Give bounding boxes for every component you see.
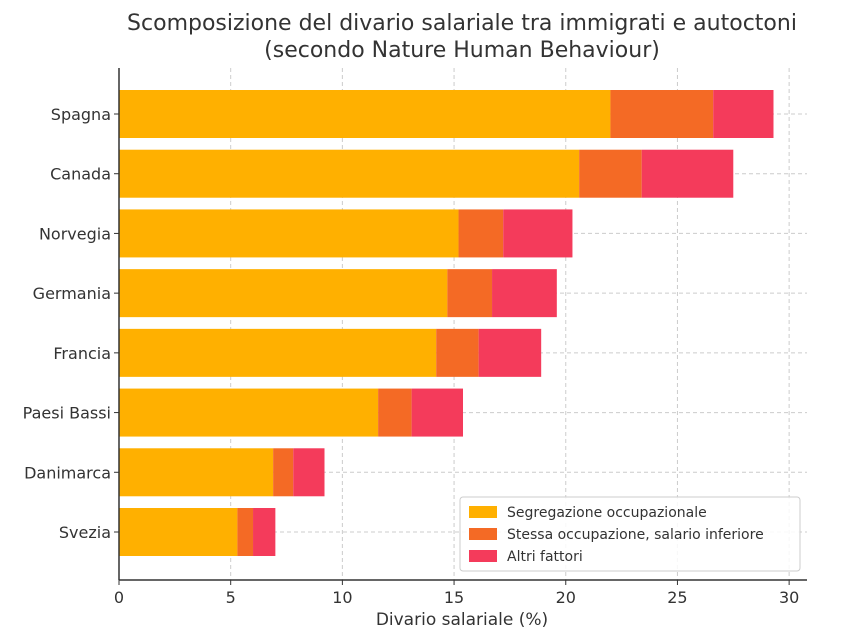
legend-swatch: [469, 528, 497, 540]
bar-segment: [610, 90, 714, 138]
legend-label: Altri fattori: [507, 549, 583, 565]
bar-segment: [237, 508, 254, 556]
legend: Segregazione occupazionale Stessa occupaz…: [459, 496, 801, 572]
bar-segment: [713, 90, 774, 138]
bar-segment: [436, 328, 479, 377]
y-tick-label: Germania: [33, 284, 111, 303]
bar-segment: [119, 448, 274, 497]
y-tick-label: Svezia: [59, 523, 111, 542]
bar-segment: [492, 269, 557, 318]
bar-segment: [119, 328, 437, 377]
bar-segment: [478, 328, 542, 377]
x-axis-label: Divario salariale (%): [376, 610, 548, 630]
x-tick-label: 25: [667, 588, 687, 607]
bar-segment: [273, 448, 294, 497]
x-tick-label: 30: [779, 588, 799, 607]
bar-segment: [253, 508, 276, 556]
y-tick-label: Paesi Bassi: [23, 404, 111, 423]
bars: [119, 90, 774, 556]
bar-segment: [119, 388, 379, 437]
bar-segment: [447, 269, 493, 318]
bar-segment: [119, 149, 580, 198]
y-tick-label: Danimarca: [24, 463, 111, 482]
x-tick-label: 0: [114, 588, 124, 607]
bar-segment: [119, 90, 611, 138]
bar-segment: [579, 149, 642, 198]
bar-segment: [458, 209, 504, 258]
y-tick-label: Canada: [50, 165, 111, 184]
legend-swatch: [469, 506, 497, 518]
axes: 0 5 10 15 20 25 30 Spagna Canada Norvegia Germania…: [23, 68, 807, 607]
legend-swatch: [469, 550, 497, 562]
bar-segment: [411, 388, 463, 437]
x-tick-label: 15: [444, 588, 464, 607]
bar-segment: [119, 269, 448, 318]
y-tick-label: Spagna: [51, 105, 111, 124]
legend-box: [459, 496, 801, 572]
chart-title-line-2: (secondo Nature Human Behaviour): [264, 38, 660, 63]
x-tick-label: 10: [332, 588, 352, 607]
bar-segment: [119, 508, 238, 556]
y-tick-label: Francia: [53, 344, 111, 363]
x-tick-label: 5: [226, 588, 236, 607]
legend-label: Stessa occupazione, salario inferiore: [507, 527, 764, 543]
bar-segment: [503, 209, 573, 258]
legend-label: Segregazione occupazionale: [507, 505, 707, 521]
bar-segment: [119, 209, 459, 258]
bar-segment: [293, 448, 325, 497]
y-tick-label: Norvegia: [39, 224, 111, 243]
chart-title-line-1: Scomposizione del divario salariale tra …: [127, 11, 797, 36]
bar-segment: [378, 388, 412, 437]
bar-segment: [641, 149, 734, 198]
x-tick-label: 20: [556, 588, 576, 607]
